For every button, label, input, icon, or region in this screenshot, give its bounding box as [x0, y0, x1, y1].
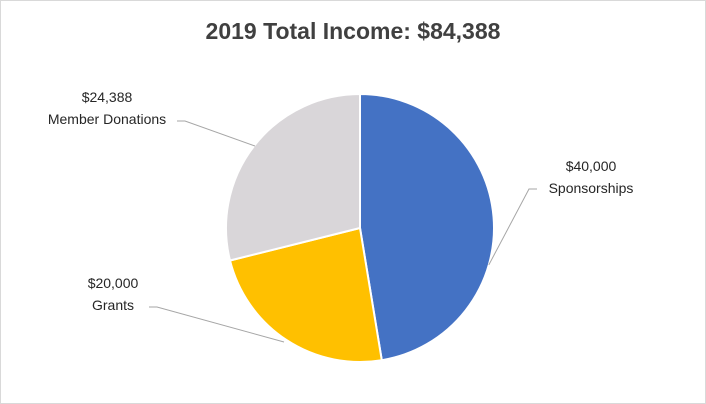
pie-slice-grants: [228, 226, 383, 363]
data-label-value-member-donations: $24,388: [82, 89, 133, 105]
leader-line-member-donations: [177, 120, 256, 147]
leader-line-grants: [149, 306, 285, 343]
data-label-category-grants: Grants: [92, 297, 134, 313]
data-label-value-sponsorships: $40,000: [566, 158, 617, 174]
chart-title: 2019 Total Income: $84,388: [205, 18, 501, 44]
pie-slice-sponsorships: [359, 92, 495, 362]
leader-line-sponsorships: [488, 188, 537, 266]
data-label-value-grants: $20,000: [88, 275, 139, 291]
data-label-category-sponsorships: Sponsorships: [549, 180, 634, 196]
data-label-category-member-donations: Member Donations: [48, 111, 166, 127]
